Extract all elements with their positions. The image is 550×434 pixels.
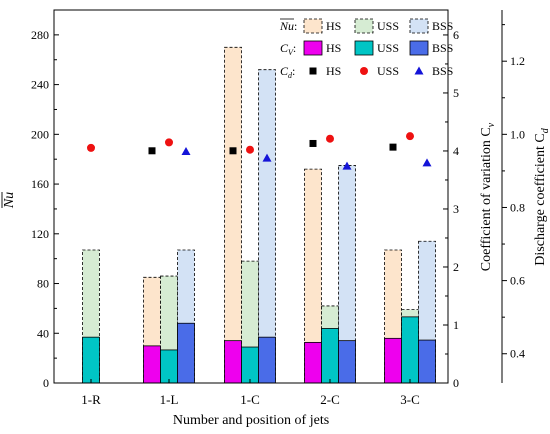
cd-marker-bss-1-c bbox=[262, 153, 272, 162]
legend-marker-cd-uss bbox=[360, 67, 368, 75]
left-y-axis: 0 40 80 120 160 200 240 280 bbox=[31, 28, 59, 390]
legend-entry-label: BSS bbox=[432, 19, 453, 33]
cd-marker-uss-1-r bbox=[87, 143, 95, 152]
cv-bar-bss-3-c bbox=[418, 339, 436, 384]
legend-row-label: Cd: bbox=[280, 64, 295, 80]
legend-entry-label: USS bbox=[377, 64, 399, 78]
cv-bar-hs-1-c bbox=[224, 340, 242, 384]
legend-marker-cd-bss bbox=[414, 66, 424, 75]
cv-y-axis: 0 1 2 3 4 5 6 bbox=[443, 28, 459, 390]
cd-marker-uss-3-c bbox=[406, 132, 414, 141]
cd-marker-hs-2-c bbox=[309, 139, 317, 147]
plot-frame bbox=[53, 9, 449, 384]
y-axis-right1-label-sub: v bbox=[486, 122, 497, 127]
y-axis-right2-label: Discharge coefficient Cd bbox=[533, 127, 550, 265]
nu-bar-bss-1-c bbox=[258, 69, 276, 384]
legend-entry-label: BSS bbox=[432, 41, 453, 55]
left-tick-label: 0 bbox=[43, 376, 49, 390]
cv-tick-label: 2 bbox=[453, 260, 459, 274]
legend-swatch-cv-bss bbox=[409, 40, 429, 56]
cv-bar-uss-1-r bbox=[82, 336, 100, 384]
cd-tick-label: 0.8 bbox=[510, 200, 525, 214]
left-tick-label: 240 bbox=[31, 78, 49, 92]
legend-entry-label: BSS bbox=[432, 64, 453, 78]
cd-marker-hs-3-c bbox=[389, 143, 397, 151]
legend-entry-label: HS bbox=[326, 64, 341, 78]
cd-tick-label: 0.4 bbox=[510, 347, 525, 361]
legend-entry-label: USS bbox=[377, 19, 399, 33]
x-tick-label: 1-C bbox=[240, 392, 260, 407]
y-axis-right2-label-sub: d bbox=[540, 127, 550, 133]
x-tick-label: 3-C bbox=[400, 392, 420, 407]
legend-row-label: Nu: bbox=[279, 19, 297, 33]
cd-y-axis: 0.4 0.6 0.8 1.0 1.2 bbox=[502, 24, 525, 361]
legend-entry-label: USS bbox=[377, 41, 399, 55]
cv-tick-label: 6 bbox=[453, 28, 459, 42]
cv-tick-label: 3 bbox=[453, 202, 459, 216]
cv-bar-bss-1-l bbox=[177, 322, 195, 384]
cd-tick-label: 0.6 bbox=[510, 274, 525, 288]
cv-bar-uss-2-c bbox=[321, 328, 339, 384]
x-tick-label: 2-C bbox=[320, 392, 340, 407]
cd-marker-bss-3-c bbox=[422, 158, 432, 167]
cv-bar-uss-1-c bbox=[241, 346, 259, 384]
y-axis-right2-label-text: Discharge coefficient C bbox=[533, 133, 548, 265]
cv-tick-label: 0 bbox=[453, 376, 459, 390]
cv-tick-label: 5 bbox=[453, 86, 459, 100]
cv-bar-hs-3-c bbox=[384, 337, 402, 384]
nu-bar-bss-2-c bbox=[338, 165, 356, 384]
cd-marker-hs-1-l bbox=[148, 147, 156, 155]
legend-swatch-cv-hs bbox=[303, 40, 323, 56]
left-tick-label: 40 bbox=[37, 326, 49, 340]
cd-marker-hs-1-c bbox=[229, 147, 237, 155]
svg-text:Discharge coefficient Cd: Discharge coefficient Cd bbox=[533, 127, 550, 265]
cd-marker-uss-1-l bbox=[165, 138, 173, 147]
cv-bar-bss-2-c bbox=[338, 340, 356, 384]
nu-bars-layer bbox=[82, 46, 436, 384]
legend-marker-cd-hs bbox=[309, 67, 317, 75]
legend-swatch-nu-hs bbox=[303, 18, 323, 34]
cv-bar-uss-1-l bbox=[160, 349, 178, 384]
left-tick-label: 80 bbox=[37, 277, 49, 291]
y-axis-left-label: Nu bbox=[1, 192, 17, 209]
cd-markers-layer bbox=[87, 132, 432, 170]
svg-text:Coefficient of variation Cv: Coefficient of variation Cv bbox=[479, 122, 497, 271]
legend-swatch-cv-uss bbox=[354, 40, 374, 56]
cv-tick-label: 1 bbox=[453, 318, 459, 332]
cv-bar-hs-2-c bbox=[304, 341, 322, 384]
cd-marker-uss-1-c bbox=[246, 145, 254, 154]
left-tick-label: 120 bbox=[31, 227, 49, 241]
legend-row-label: CV: bbox=[280, 41, 296, 57]
nu-bar-hs-2-c bbox=[304, 168, 322, 384]
cd-marker-bss-2-c bbox=[342, 161, 352, 170]
y-axis-right1-label-text: Coefficient of variation C bbox=[479, 127, 494, 271]
x-axis: 1-R 1-L 1-C 2-C 3-C bbox=[81, 379, 420, 407]
left-tick-label: 160 bbox=[31, 177, 49, 191]
cv-bar-hs-1-l bbox=[143, 345, 161, 384]
legend-swatch-nu-bss bbox=[409, 18, 429, 34]
y-axis-right1-label: Coefficient of variation Cv bbox=[479, 122, 497, 271]
cd-marker-bss-1-l bbox=[181, 147, 191, 156]
cd-marker-uss-2-c bbox=[326, 134, 334, 143]
legend-entry-label: HS bbox=[326, 19, 341, 33]
left-tick-label: 280 bbox=[31, 28, 49, 42]
cv-bars-layer bbox=[82, 316, 436, 384]
left-tick-label: 200 bbox=[31, 127, 49, 141]
cv-tick-label: 4 bbox=[453, 144, 459, 158]
x-tick-label: 1-L bbox=[160, 392, 179, 407]
legend-entry-label: HS bbox=[326, 41, 341, 55]
legend-swatch-nu-uss bbox=[354, 18, 374, 34]
cv-bar-uss-3-c bbox=[401, 316, 419, 384]
y-axis-left-label-text: Nu bbox=[2, 192, 17, 209]
cd-tick-label: 1.0 bbox=[510, 127, 525, 141]
legend: Nu: HS USS BSS CV: HS USS BSS Cd: HS USS BSS bbox=[279, 18, 453, 80]
cd-tick-label: 1.2 bbox=[510, 54, 525, 68]
nu-bar-hs-1-c bbox=[224, 46, 242, 384]
x-axis-label: Number and position of jets bbox=[173, 413, 329, 428]
x-tick-label: 1-R bbox=[81, 392, 101, 407]
cv-bar-bss-1-c bbox=[258, 336, 276, 384]
